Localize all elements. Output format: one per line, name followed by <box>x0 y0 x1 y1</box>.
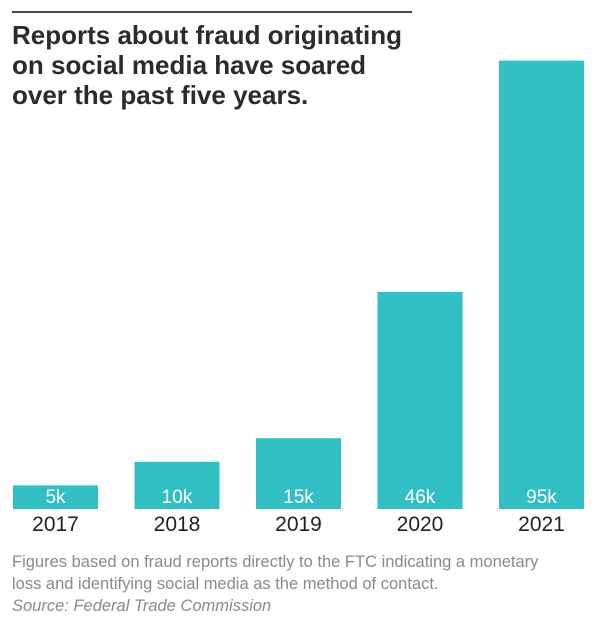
x-tick-2020: 2020 <box>397 513 444 536</box>
footnote: Figures based on fraud reports directly … <box>12 551 597 595</box>
footnote-line-2: loss and identifying social media as the… <box>12 575 439 593</box>
x-tick-2019: 2019 <box>275 513 322 536</box>
bar-2018 <box>134 461 220 509</box>
bar-chart: 5k 2017 10k 2018 15k 2019 46k 2020 95k 2021 <box>13 60 584 536</box>
value-label-2017: 5k <box>45 487 66 508</box>
bar-2017 <box>13 485 98 509</box>
title-line-1: Reports about fraud originating <box>12 20 402 50</box>
footnote-line-1: Figures based on fraud reports directly … <box>12 553 539 571</box>
value-label-2018: 10k <box>162 487 193 508</box>
chart-title: Reports about fraud originating on socia… <box>12 20 432 110</box>
value-label-2021: 95k <box>526 487 557 508</box>
x-tick-2018: 2018 <box>154 513 201 536</box>
x-tick-2021: 2021 <box>518 513 565 536</box>
value-label-2019: 15k <box>283 487 314 508</box>
title-line-2: on social media have soared <box>12 50 367 80</box>
top-rule <box>12 11 412 13</box>
x-tick-2017: 2017 <box>32 513 79 536</box>
bar-2021 <box>499 60 584 509</box>
value-label-2020: 46k <box>405 487 436 508</box>
bar-2019 <box>256 438 341 509</box>
source-note: Source: Federal Trade Commission <box>12 597 272 615</box>
title-line-3: over the past five years. <box>12 80 309 110</box>
bar-2020 <box>377 291 463 509</box>
